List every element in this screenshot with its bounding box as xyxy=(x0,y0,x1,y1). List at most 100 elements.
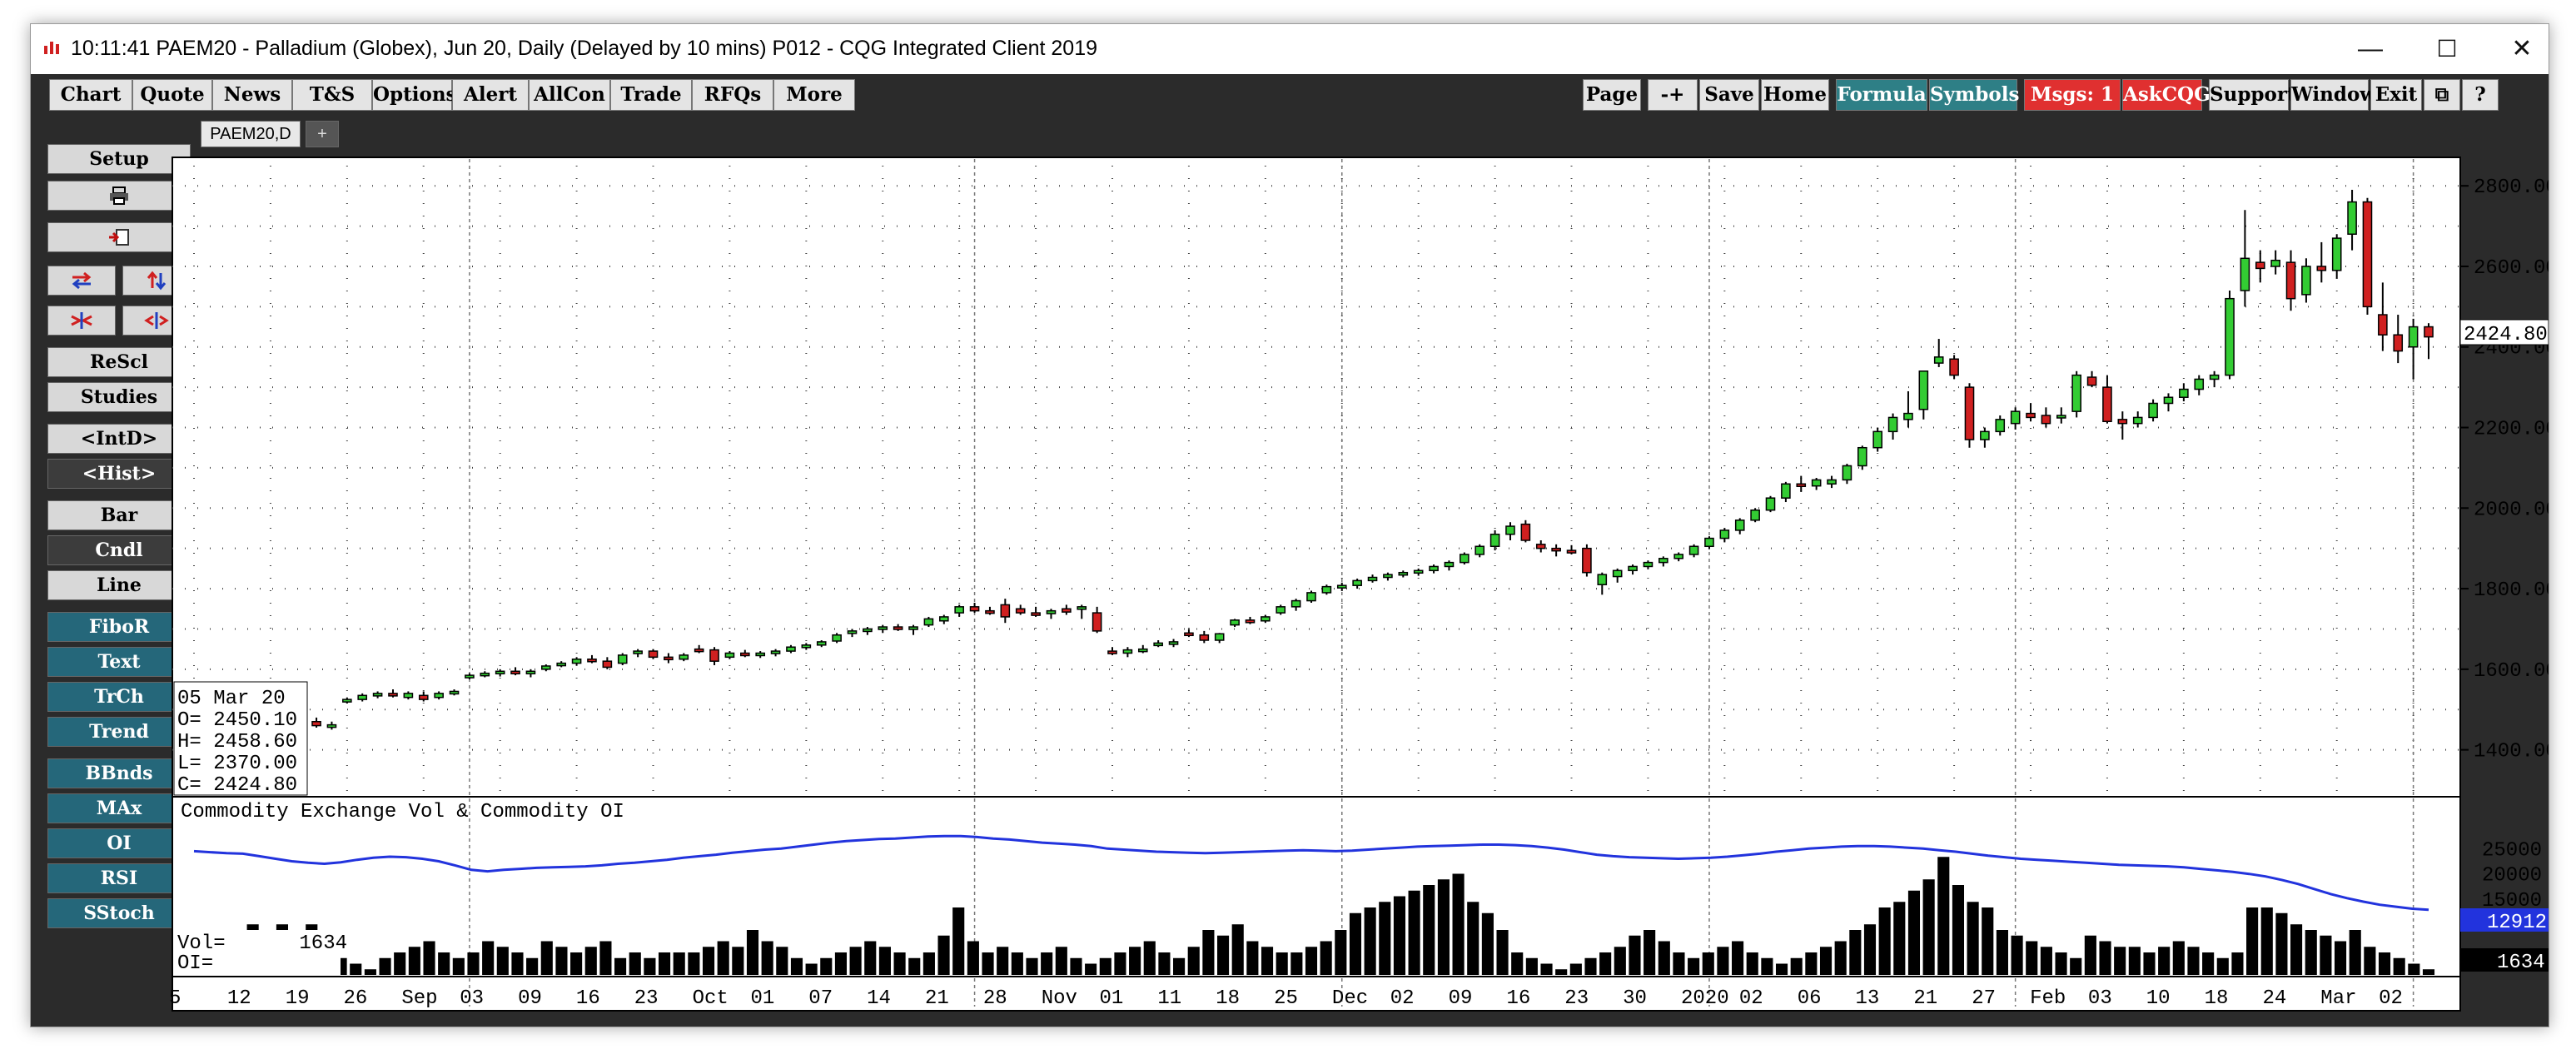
candle-chart-button[interactable]: Cndl xyxy=(47,535,191,565)
chart-area[interactable]: 1400.001600.001800.002000.002200.002400.… xyxy=(31,24,2549,1027)
menu-rfqs[interactable]: RFQs xyxy=(692,79,773,111)
ohlc-low: L= 2370.00 xyxy=(177,753,297,775)
lower-panel-title: Commodity Exchange Vol & Commodity OI xyxy=(181,801,624,823)
candle-body xyxy=(617,654,628,664)
candle-body xyxy=(1489,533,1500,548)
candle-body xyxy=(786,646,796,652)
candle xyxy=(1597,572,1608,595)
study-oi-button[interactable]: OI xyxy=(47,828,191,858)
menu-trade[interactable]: Trade xyxy=(610,79,692,111)
volume-bar xyxy=(2040,947,2052,975)
candle-body xyxy=(2026,412,2036,419)
candle-body xyxy=(2071,374,2081,412)
bar-chart-button[interactable]: Bar xyxy=(47,500,191,530)
oi-line xyxy=(193,834,2429,912)
volume-bar xyxy=(1055,947,1067,975)
candle xyxy=(525,669,536,678)
candle-body xyxy=(1168,641,1179,645)
study-fibor-button[interactable]: FiboR xyxy=(47,612,191,642)
candle xyxy=(893,624,903,631)
price-axis-label: 2000.00 xyxy=(2474,499,2549,521)
study-trend-button[interactable]: Trend xyxy=(47,717,191,747)
volume-bar xyxy=(644,957,656,975)
maximize-button[interactable]: ☐ xyxy=(2436,36,2458,62)
candle-body xyxy=(372,693,383,697)
candle-body xyxy=(1276,606,1286,614)
swap-horizontal-button[interactable] xyxy=(47,266,116,296)
study-sstoch-button[interactable]: SStoch xyxy=(47,898,191,928)
menu-btn1-button[interactable]: -+ xyxy=(1648,79,1698,111)
menu-btn11-button[interactable]: ⧉ xyxy=(2424,79,2460,111)
line-chart-button[interactable]: Line xyxy=(47,570,191,600)
candle-body xyxy=(1046,609,1057,614)
menu-askcqg-button[interactable]: AskCQG xyxy=(2122,79,2210,111)
study-trch-button[interactable]: TrCh xyxy=(47,682,191,712)
volume-bar xyxy=(1231,924,1244,975)
candle xyxy=(495,669,505,677)
candle xyxy=(2331,234,2342,279)
menu-ts[interactable]: T&S xyxy=(292,79,372,111)
candle xyxy=(1168,639,1179,648)
menu-alert[interactable]: Alert xyxy=(452,79,529,111)
candle-body xyxy=(1688,545,1699,555)
candle xyxy=(2071,370,2081,418)
volume-bar xyxy=(1320,941,1332,975)
menu-btn12-button[interactable]: ? xyxy=(2462,79,2499,111)
candle xyxy=(556,661,567,668)
menu-page-button[interactable]: Page xyxy=(1583,79,1641,111)
export-button[interactable] xyxy=(47,222,191,252)
menu-allcon[interactable]: AllCon xyxy=(529,79,610,111)
setup-button[interactable]: Setup xyxy=(47,144,191,174)
menu-support-button[interactable]: Support xyxy=(2209,79,2296,111)
zoom-out-icon xyxy=(144,312,169,329)
candle xyxy=(2056,407,2066,424)
candle-body xyxy=(1000,604,1011,618)
menu-more[interactable]: More xyxy=(773,79,855,111)
menu-msgs1-button[interactable]: Msgs: 1 xyxy=(2024,79,2121,111)
candle-body xyxy=(1643,561,1654,568)
study-rsi-button[interactable]: RSI xyxy=(47,863,191,893)
intraday-button[interactable]: <IntD> xyxy=(47,424,191,454)
candle-body xyxy=(2362,201,2373,308)
volume-bar xyxy=(761,941,773,975)
candle xyxy=(1964,383,1975,448)
candle xyxy=(2102,375,2112,424)
study-bbnds-button[interactable]: BBnds xyxy=(47,758,191,788)
tab-paem20[interactable]: PAEM20,D xyxy=(201,121,301,147)
menu-chart[interactable]: Chart xyxy=(49,79,132,111)
candle xyxy=(1734,518,1745,534)
candle xyxy=(434,691,444,700)
ohlc-high: H= 2458.60 xyxy=(177,731,297,753)
date-axis-label: Dec xyxy=(1332,987,1368,1010)
candle-body xyxy=(525,670,536,675)
menu-symbols-button[interactable]: Symbols xyxy=(1929,79,2019,111)
volume-bar xyxy=(1158,952,1171,975)
historical-button[interactable]: <Hist> xyxy=(47,459,191,489)
candle-body xyxy=(1336,584,1347,589)
close-button[interactable]: ✕ xyxy=(2511,35,2533,62)
zoom-in-button[interactable] xyxy=(47,306,116,336)
menu-home-button[interactable]: Home xyxy=(1761,79,1829,111)
candle-body xyxy=(1383,574,1393,579)
menu-options[interactable]: Options xyxy=(372,79,457,111)
candle-body xyxy=(2347,201,2357,236)
candle xyxy=(1184,629,1194,638)
add-tab-button[interactable]: + xyxy=(306,121,339,147)
minimize-button[interactable]: — xyxy=(2358,35,2383,62)
menu-news[interactable]: News xyxy=(212,79,292,111)
menu-exit-button[interactable]: Exit xyxy=(2370,79,2422,111)
candle xyxy=(801,643,812,650)
menu-window-button[interactable]: Window xyxy=(2290,79,2376,111)
volume-bar xyxy=(820,957,833,975)
menu-formula-button[interactable]: Formula xyxy=(1836,79,1927,111)
volume-bar xyxy=(540,941,553,975)
volume-bar xyxy=(1717,947,1729,975)
menu-quote[interactable]: Quote xyxy=(132,79,212,111)
candle-body xyxy=(740,652,750,657)
volume-bar xyxy=(2260,907,2273,975)
study-max-button[interactable]: MAx xyxy=(47,793,191,823)
price-axis-label: 1600.00 xyxy=(2474,660,2549,683)
candle xyxy=(2086,370,2097,388)
menu-save-button[interactable]: Save xyxy=(1699,79,1759,111)
volume-bar xyxy=(1364,907,1376,975)
